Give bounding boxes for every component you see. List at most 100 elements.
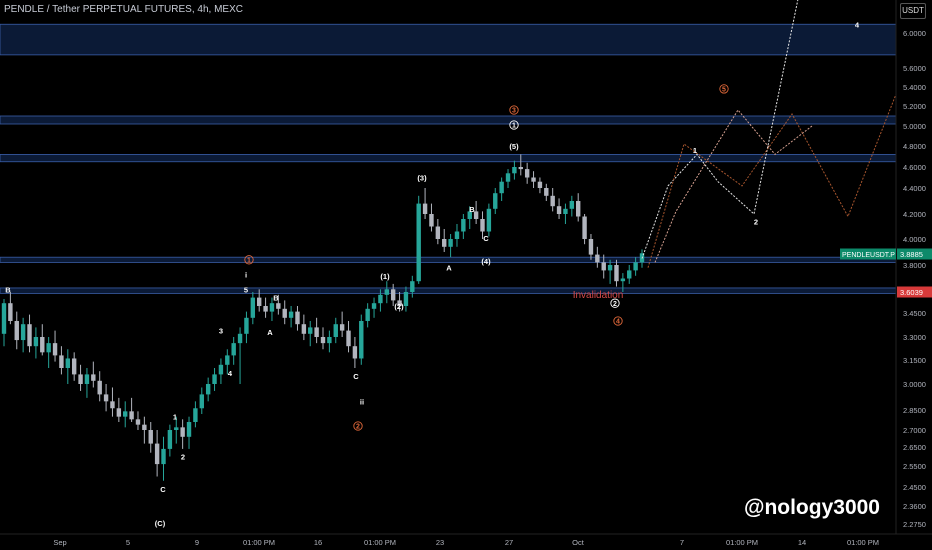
y-tick-label: 5.0000: [903, 122, 926, 131]
candle-body: [595, 254, 600, 263]
candle-body: [180, 427, 185, 437]
candle-body: [454, 231, 460, 239]
wave-label: i: [245, 270, 247, 279]
wave-label: B: [469, 205, 475, 214]
wave-label: 1: [693, 146, 697, 155]
candle-body: [142, 424, 147, 430]
candle-body: [244, 317, 249, 334]
y-tick-label: 3.0000: [903, 380, 926, 389]
candle-body: [218, 364, 224, 375]
candle-body: [576, 201, 581, 217]
candle-body: [110, 401, 115, 409]
candle-body: [588, 239, 594, 255]
candle-body: [505, 173, 511, 182]
candle-body: [59, 355, 64, 368]
candle-body: [231, 343, 236, 356]
candle-body: [33, 337, 39, 347]
candle-body: [269, 303, 275, 312]
projection-path-2: [654, 109, 813, 263]
wave-circle-27: [613, 316, 623, 326]
currency-unit-button[interactable]: USDT: [900, 3, 926, 19]
candle-body: [563, 208, 568, 214]
author-watermark: @nology3000: [743, 496, 880, 519]
candle-body: [524, 169, 530, 178]
candle-body: [378, 294, 383, 304]
price-tag-value: 3.8885: [900, 250, 923, 259]
wave-label: (1): [380, 272, 390, 281]
wave-label: 4: [228, 369, 233, 378]
chart-title: PENDLE / Tether PERPETUAL FUTURES, 4h, M…: [4, 4, 243, 15]
candle-body: [620, 278, 626, 282]
candle-body: [614, 265, 619, 282]
y-tick-label: 6.0000: [903, 29, 926, 38]
wave-label: 5: [722, 87, 726, 94]
candle-body: [148, 430, 153, 444]
x-tick-label: Oct: [572, 538, 585, 547]
x-tick-label: 27: [505, 538, 513, 547]
candle-body: [320, 337, 326, 344]
wave-label: 3: [219, 327, 223, 336]
candle-body: [352, 346, 358, 359]
candle-body: [186, 422, 192, 437]
candle-body: [499, 181, 504, 194]
candle-body: [359, 321, 364, 359]
candle-body: [263, 306, 268, 312]
candle-body: [97, 380, 102, 395]
candle-body: [493, 193, 498, 209]
candle-body: [390, 289, 396, 301]
wave-label: (C): [155, 519, 166, 528]
candle-body: [346, 330, 351, 347]
candle-body: [531, 177, 536, 182]
y-tick-label: 4.8000: [903, 142, 926, 151]
zone-4: [0, 287, 897, 294]
candle-body: [397, 300, 402, 306]
y-tick-label: 2.6500: [903, 443, 926, 452]
candle-body: [486, 208, 492, 232]
y-tick-label: 4.4000: [903, 184, 926, 193]
wave-label: 3: [512, 108, 516, 115]
candle-body: [308, 327, 313, 334]
price-tag-symbol: PENDLEUSDT.P: [842, 252, 895, 259]
price-tag-box: [897, 248, 932, 260]
candle-body: [1, 303, 7, 334]
candle-body: [339, 324, 345, 331]
wave-label: 2: [754, 218, 758, 227]
candle-body: [295, 311, 300, 325]
candle-body: [225, 355, 230, 365]
candle-body: [174, 427, 179, 430]
candle-body: [327, 337, 332, 344]
x-tick-label: 16: [314, 538, 322, 547]
candle-body: [46, 343, 51, 353]
y-tick-label: 4.2000: [903, 210, 926, 219]
y-tick-label: 5.6000: [903, 64, 926, 73]
candle-body: [154, 443, 160, 465]
zone-3: [0, 256, 897, 263]
x-tick-label: 7: [680, 538, 684, 547]
y-tick-label: 3.1500: [903, 356, 926, 365]
wave-circle-26: [610, 298, 620, 308]
y-tick-label: 2.5500: [903, 462, 926, 471]
wave-circle-22: [509, 105, 519, 115]
wave-label: 2: [613, 301, 617, 308]
y-tick-label: 2.3600: [903, 502, 926, 511]
price-axis-background: [896, 0, 932, 550]
y-tick-label: 2.7000: [903, 426, 926, 435]
candle-body: [371, 303, 377, 309]
y-tick-label: 4.0000: [903, 235, 926, 244]
candle-body: [52, 343, 58, 356]
zone-0: [0, 23, 897, 56]
candle-body: [250, 297, 256, 318]
candle-body: [518, 167, 523, 170]
candle-body: [91, 374, 96, 381]
wave-circle-23: [509, 120, 519, 130]
candle-body: [40, 337, 45, 353]
candle-body: [282, 308, 287, 318]
wave-label: C: [483, 234, 489, 243]
price-tag-box: [897, 286, 932, 298]
wave-label: A: [446, 264, 452, 273]
candle-body: [14, 321, 19, 341]
wave-label: 1: [247, 257, 251, 264]
wave-label: (3): [417, 174, 427, 183]
x-tick-label: 23: [436, 538, 444, 547]
